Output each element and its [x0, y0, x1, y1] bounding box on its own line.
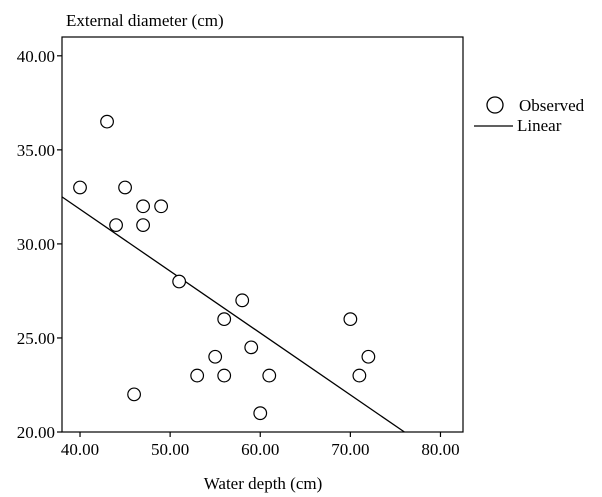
y-axis-title: External diameter (cm): [66, 11, 224, 30]
x-tick-label: 60.00: [241, 440, 279, 459]
observed-point: [190, 368, 205, 383]
observed-point: [235, 293, 250, 308]
observed-point: [136, 218, 151, 232]
observed-point: [109, 218, 123, 232]
observed-point: [361, 349, 376, 364]
observed-point: [253, 406, 268, 421]
legend-linear-label: Linear: [517, 116, 562, 135]
observed-point: [127, 387, 141, 402]
linear-fit-line: [61, 196, 405, 433]
observed-points: [73, 114, 376, 421]
x-tick-label: 70.00: [331, 440, 369, 459]
observed-point: [100, 114, 114, 129]
observed-point: [118, 180, 132, 195]
legend-observed-marker: [486, 96, 504, 114]
y-tick-label: 30.00: [17, 235, 55, 254]
x-tick-label: 80.00: [421, 440, 459, 459]
observed-point: [136, 199, 151, 214]
legend: Observed Linear: [474, 96, 585, 135]
observed-point: [217, 312, 232, 327]
y-tick-label: 35.00: [17, 141, 55, 160]
y-tick-label: 40.00: [17, 47, 55, 66]
observed-point: [244, 340, 259, 355]
x-tick-label: 40.00: [61, 440, 99, 459]
axes: [61, 36, 464, 433]
y-axis-ticks: 20.00 25.00 30.00 35.00 40.00: [17, 47, 62, 442]
observed-point: [217, 368, 232, 383]
x-tick-label: 50.00: [151, 440, 189, 459]
legend-observed-label: Observed: [519, 96, 585, 115]
observed-point: [352, 368, 367, 383]
observed-point: [172, 274, 187, 289]
plot-frame: [61, 36, 464, 433]
observed-point: [208, 349, 223, 364]
x-axis-title: Water depth (cm): [204, 474, 323, 493]
x-axis-ticks: 40.00 50.00 60.00 70.00 80.00: [61, 432, 460, 459]
observed-point: [73, 180, 87, 195]
y-tick-label: 20.00: [17, 423, 55, 442]
y-tick-label: 25.00: [17, 329, 55, 348]
observed-point: [262, 368, 277, 383]
linear-fit: [61, 196, 405, 433]
observed-point: [343, 312, 358, 327]
observed-point: [154, 199, 169, 214]
